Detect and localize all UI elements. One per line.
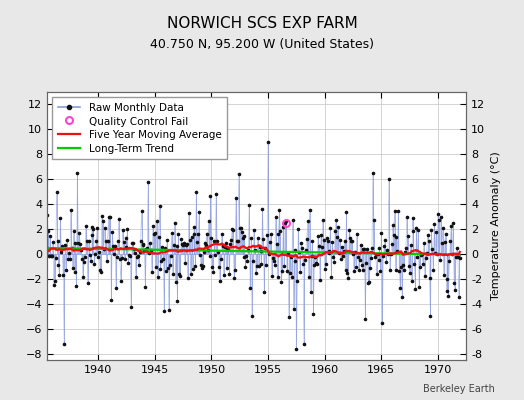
Text: NORWICH SCS EXP FARM: NORWICH SCS EXP FARM xyxy=(167,16,357,31)
Text: 40.750 N, 95.200 W (United States): 40.750 N, 95.200 W (United States) xyxy=(150,38,374,51)
Text: Berkeley Earth: Berkeley Earth xyxy=(423,384,495,394)
Legend: Raw Monthly Data, Quality Control Fail, Five Year Moving Average, Long-Term Tren: Raw Monthly Data, Quality Control Fail, … xyxy=(52,97,227,160)
Y-axis label: Temperature Anomaly (°C): Temperature Anomaly (°C) xyxy=(491,152,501,300)
